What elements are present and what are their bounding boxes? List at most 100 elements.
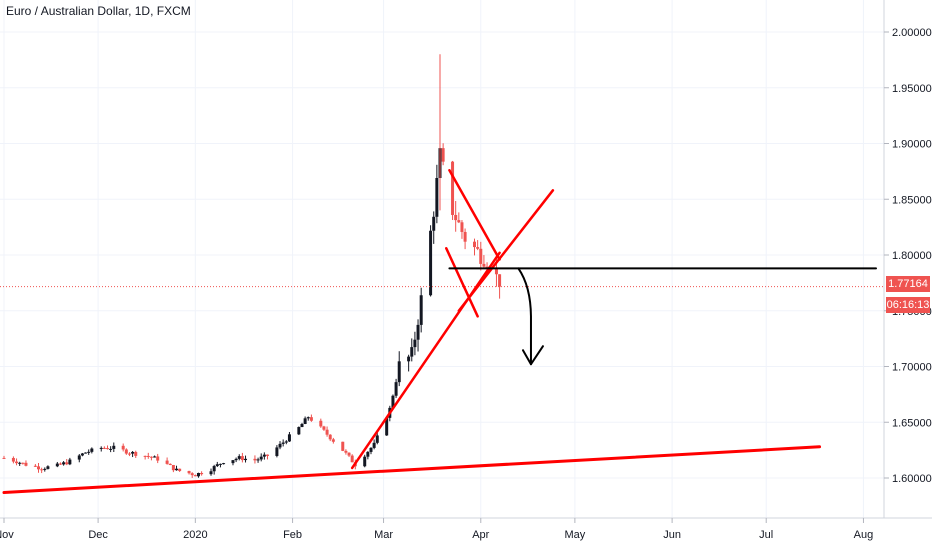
candle-body [494,267,498,275]
candle-body [190,473,194,476]
candle-body [300,423,304,428]
candle-body [347,452,351,456]
chart-title: Euro / Australian Dollar, 1D, FXCM [6,4,191,18]
candle-body [454,214,458,221]
long-support-line [2,445,822,494]
candle-body [319,420,323,427]
candle-body [80,453,84,456]
x-tick-label: 2020 [183,529,207,541]
y-tick-label: 1.60000 [892,473,932,485]
candle-body [366,451,370,457]
candle-body [479,248,483,264]
candle-body [77,455,81,460]
candle-body [68,459,72,465]
candle-body [84,452,88,454]
candle-body [457,220,461,223]
candle-body [287,434,291,442]
candle-body [391,395,395,408]
candle-body [231,460,235,464]
candle-body [18,462,22,464]
candle-body [146,455,150,457]
candle-body [131,451,135,454]
candle-body [149,456,153,458]
drop-arrow-head [521,345,544,366]
y-tick-label: 1.65000 [892,417,932,429]
x-tick-label: Feb [283,529,302,541]
candle-body [385,417,389,436]
candle-body [218,463,222,465]
candle-body [463,231,467,242]
candle-body [209,471,213,475]
candle-body [178,468,182,471]
candle-body [240,456,244,461]
y-tick-label: 2.00000 [892,27,932,39]
x-tick-label: May [564,529,585,541]
candle-body [43,468,47,470]
candle-body [281,442,285,444]
candle-body [375,435,379,443]
candle-body [215,464,219,467]
candle-body [344,450,348,453]
candle-body [416,324,420,340]
candle-body [369,447,373,452]
candle-body [175,468,179,471]
candle-body [62,462,66,465]
candle-body [127,453,131,455]
candle-body [397,361,401,383]
candle-body [363,456,367,467]
x-tick-label: Jun [663,529,681,541]
candle-body [262,454,266,457]
candle-body [265,454,269,456]
drop-arrow-shaft [517,267,532,366]
y-tick-label: 1.95000 [892,83,932,95]
x-tick-label: Aug [854,529,874,541]
candle-body [432,216,436,231]
channel-line-b [445,247,479,318]
candle-body [278,443,282,448]
candle-body [21,462,25,464]
candle-body [24,462,28,466]
candle-body [143,455,147,457]
candle-body [124,449,128,454]
candle-body [222,463,226,465]
candle-body [394,382,398,396]
candle-body [350,455,354,463]
candle-body [244,458,248,461]
candle-body [200,472,204,475]
x-tick-label: Dec [88,529,108,541]
candle-body [11,457,15,462]
candle-body [322,426,326,430]
candle-body [106,448,110,450]
y-tick-label: 1.85000 [892,194,932,206]
candle-body [325,429,329,435]
candle-body [212,466,216,472]
candle-body [435,177,439,217]
candle-body [328,434,332,440]
candle-body [40,469,44,471]
candle-body [410,347,414,357]
candle-body [253,458,257,461]
x-tick-label: Apr [472,529,489,541]
candle-body [46,466,50,469]
candle-body [165,460,169,464]
candle-body [102,447,106,449]
candle-body [309,417,313,421]
price-axis: 2.000001.950001.900001.850001.800001.750… [884,27,932,485]
last-price-badge: 1.77164 [886,276,930,292]
chart-grid [0,0,884,518]
candle-body [407,356,411,362]
y-tick-label: 1.90000 [892,139,932,151]
candle-body [87,451,91,453]
candle-body [482,263,486,267]
candle-body [306,417,310,419]
x-tick-label: Jul [759,529,773,541]
x-tick-label: Nov [0,529,14,541]
candle-body [341,441,345,451]
candle-body [413,339,417,348]
candle-body [284,441,288,443]
candle-body [441,148,445,162]
candle-body [196,472,200,477]
x-tick-label: Mar [374,529,393,541]
candle-body [485,266,489,268]
